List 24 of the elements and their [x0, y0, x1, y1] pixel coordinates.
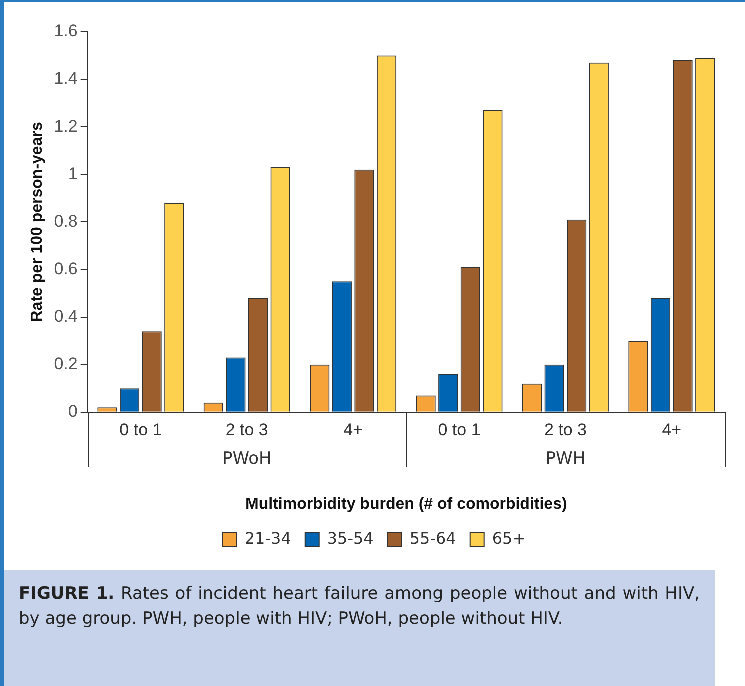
x-tick-label: 0 to 1: [438, 420, 481, 440]
x-tick-label: 0 to 1: [120, 420, 162, 440]
text: PWH: [546, 448, 586, 469]
y-tick-label: 0: [68, 402, 78, 422]
y-tick-label: 0.4: [54, 306, 78, 326]
y-tick-label: 0.8: [54, 212, 78, 231]
legend-label: 21-34: [244, 529, 292, 548]
legend-label: 55-64: [410, 529, 456, 548]
y-tick-label: 0.2: [54, 354, 78, 374]
y-tick-label: 1.4: [54, 69, 78, 88]
legend-label: 65+: [492, 529, 526, 548]
y-tick-label: 0.6: [54, 259, 78, 278]
x-tick-label: 2 to 3: [226, 420, 268, 440]
caption: FIGURE 1. Rates of incident heart failure among people without and with HIV, by age group. PWH, people with HIV; PWoH, people without HIV.: [4, 570, 715, 686]
legend-label: 35-54: [327, 529, 374, 548]
x-tick-label: 4+: [662, 420, 682, 440]
x-tick-label: 2 to 3: [544, 420, 587, 440]
text: PWoH: [222, 448, 272, 469]
y-tick-label: 1.6: [54, 22, 78, 41]
x-axis-title: Multimorbidity burden (# of comorbidities): [246, 496, 568, 513]
y-tick-label: 1.2: [54, 116, 78, 136]
y-tick-label: 1: [68, 164, 78, 184]
y-axis-title: Rate per 100 person-years: [29, 122, 46, 322]
x-tick-label: 4+: [344, 420, 364, 440]
